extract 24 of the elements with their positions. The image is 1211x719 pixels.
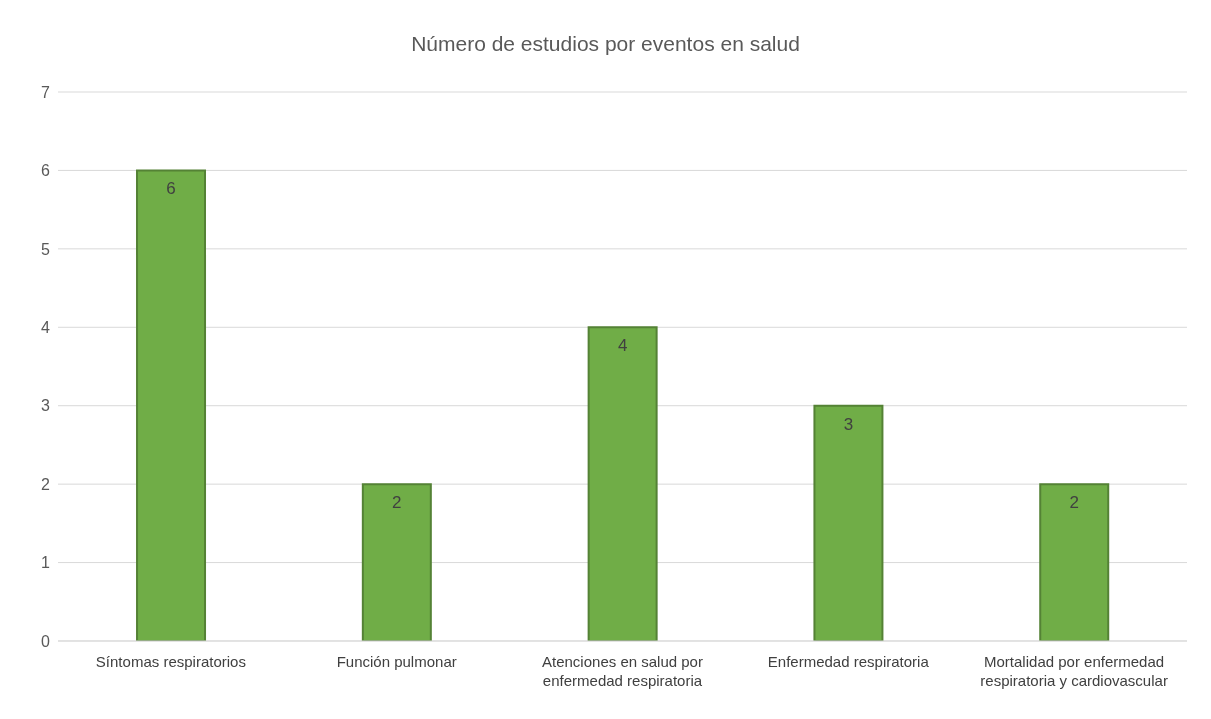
data-label: 6: [166, 179, 176, 199]
y-tick-label: 6: [41, 162, 51, 180]
y-tick-label: 4: [41, 318, 51, 336]
x-tick-label: Función pulmonar: [336, 653, 457, 670]
y-tick-label: 3: [41, 397, 51, 415]
bar: [136, 169, 207, 641]
x-tick-label: Atenciones en salud por enfermedad respiratoria: [542, 653, 703, 689]
bar: [587, 326, 658, 641]
y-tick-label: 1: [41, 554, 51, 572]
x-tick-label: Síntomas respiratorios: [95, 653, 246, 670]
y-tick-label: 5: [41, 240, 51, 258]
bar: [1039, 483, 1110, 641]
y-tick-label: 2: [41, 475, 51, 493]
data-label: 3: [843, 414, 854, 434]
x-tick-label: Mortalidad por enfermedad respiratoria y cardiovascular: [980, 653, 1168, 689]
y-tick-label: 0: [41, 632, 51, 650]
data-label: 4: [617, 336, 628, 356]
y-tick-label: 7: [41, 83, 51, 101]
bar: [813, 404, 884, 641]
bar: [361, 483, 432, 641]
chart-title: Número de estudios por eventos en salud: [410, 32, 801, 56]
data-label: 2: [392, 493, 402, 513]
x-tick-label: Enfermedad respiratoria: [767, 653, 930, 670]
data-label: 2: [1069, 493, 1079, 513]
